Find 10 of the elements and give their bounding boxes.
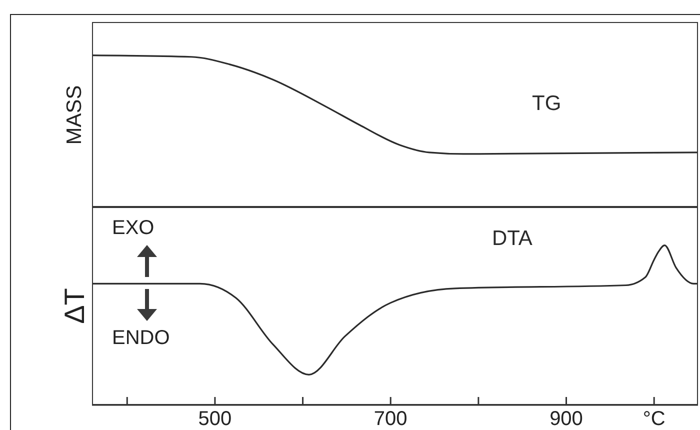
y-axis-title: MASS [62,84,87,144]
x-tick-label: °C [642,408,666,430]
x-tick-label: 500 [198,408,232,430]
y-axis-title: ΔT [59,287,90,326]
x-tick-label: 900 [550,408,583,430]
annotation: ENDO [112,327,170,350]
x-tick-label: 700 [374,408,408,430]
series-label: TG [532,92,562,116]
series-label: DTA [492,227,532,251]
text: EXO [112,217,154,240]
